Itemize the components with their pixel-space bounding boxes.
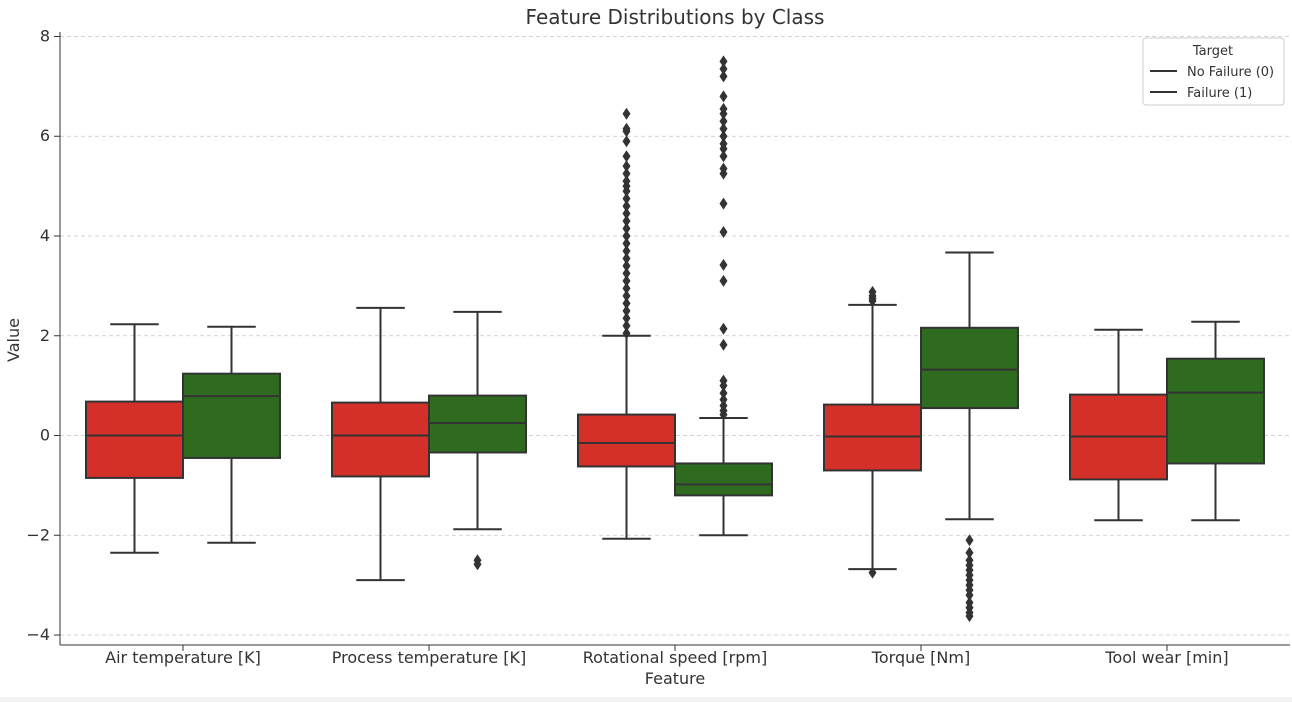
x-tick-label: Torque [Nm]: [871, 648, 970, 667]
outlier-point: [719, 274, 728, 287]
outlier-point: [622, 327, 631, 340]
outlier-point: [868, 566, 877, 579]
outlier-point: [622, 259, 631, 272]
outlier-point: [622, 230, 631, 243]
legend-frame: [1142, 37, 1285, 106]
outlier-point: [719, 130, 728, 143]
outlier-point: [965, 589, 974, 602]
outlier-point: [719, 122, 728, 135]
outlier-point: [622, 150, 631, 163]
outlier-point: [622, 289, 631, 302]
y-tick-label: 2: [40, 326, 50, 345]
outlier-point: [719, 62, 728, 75]
outlier-point: [622, 215, 631, 228]
legend: Target No Failure (0) Failure (1): [1142, 37, 1285, 106]
box-iqr: [1166, 357, 1265, 465]
box-iqr: [85, 400, 184, 479]
outlier-point: [622, 175, 631, 188]
chart-title: Feature Distributions by Class: [526, 5, 825, 29]
outlier-point: [719, 322, 728, 335]
outlier-point: [622, 167, 631, 180]
x-tick-label: Process temperature [K]: [332, 648, 526, 667]
box-iqr: [577, 413, 676, 468]
box-no-failure: [577, 107, 676, 540]
box-no-failure: [1069, 328, 1168, 522]
y-tick-label: 0: [40, 426, 50, 445]
outlier-point: [719, 70, 728, 83]
outlier-point: [965, 610, 974, 623]
outlier-point: [622, 252, 631, 265]
box-failure: [1166, 320, 1265, 522]
legend-title: Target: [1192, 44, 1233, 59]
outlier-point: [622, 244, 631, 257]
axes: −4 −2 0 2 4 6 8 Air temperature [K] Process temp…: [26, 26, 1290, 667]
outlier-point: [622, 200, 631, 213]
outlier-point: [719, 150, 728, 163]
outlier-point: [622, 304, 631, 317]
grid-lines: [60, 36, 1290, 636]
outlier-point: [622, 282, 631, 295]
outlier-point: [473, 558, 482, 571]
box-failure: [674, 55, 773, 537]
x-tick-label: Rotational speed [rpm]: [583, 648, 767, 667]
outlier-point: [622, 237, 631, 250]
outlier-point: [622, 267, 631, 280]
y-tick-label: −2: [26, 525, 50, 544]
outlier-point: [868, 285, 877, 298]
x-tick-label: Tool wear [min]: [1104, 648, 1228, 667]
box-iqr: [331, 401, 430, 478]
y-tick-label: −4: [26, 625, 50, 644]
outlier-point: [719, 387, 728, 400]
outlier-point: [719, 197, 728, 210]
outlier-point: [719, 226, 728, 239]
box-plots: [85, 55, 1265, 623]
outlier-point: [622, 207, 631, 220]
outlier-point: [719, 90, 728, 103]
outlier-point: [719, 374, 728, 387]
box-no-failure: [85, 323, 184, 554]
outlier-point: [719, 102, 728, 115]
y-tick-label: 8: [40, 26, 50, 45]
outlier-point: [719, 137, 728, 150]
outlier-point: [719, 338, 728, 351]
outlier-point: [622, 107, 631, 120]
outlier-point: [622, 135, 631, 148]
box-iqr: [920, 326, 1019, 410]
y-tick-label: 4: [40, 226, 50, 245]
x-tick-label: Air temperature [K]: [105, 648, 261, 667]
box-iqr: [182, 372, 281, 459]
outlier-point: [965, 546, 974, 559]
outlier-point: [719, 258, 728, 271]
outlier-point: [622, 160, 631, 173]
outlier-point: [719, 55, 728, 68]
outlier-point: [719, 393, 728, 406]
box-failure: [182, 325, 281, 544]
outlier-point: [622, 312, 631, 325]
y-tick-label: 6: [40, 126, 50, 145]
box-iqr: [674, 462, 773, 497]
legend-label-no-failure: No Failure (0): [1187, 65, 1274, 80]
outlier-point: [622, 222, 631, 235]
legend-label-failure: Failure (1): [1187, 86, 1252, 101]
outlier-point: [622, 297, 631, 310]
outlier-point: [622, 122, 631, 135]
box-no-failure: [823, 285, 922, 579]
outlier-point: [622, 192, 631, 205]
x-axis-title: Feature: [645, 669, 705, 688]
outlier-point: [719, 115, 728, 128]
y-axis-title: Value: [4, 318, 23, 362]
outlier-point: [719, 162, 728, 175]
box-failure: [920, 251, 1019, 623]
bottom-strip: [0, 697, 1292, 702]
outlier-point: [622, 319, 631, 332]
box-failure: [428, 310, 527, 571]
outlier-point: [965, 534, 974, 547]
outlier-point: [622, 274, 631, 287]
box-no-failure: [331, 306, 430, 582]
